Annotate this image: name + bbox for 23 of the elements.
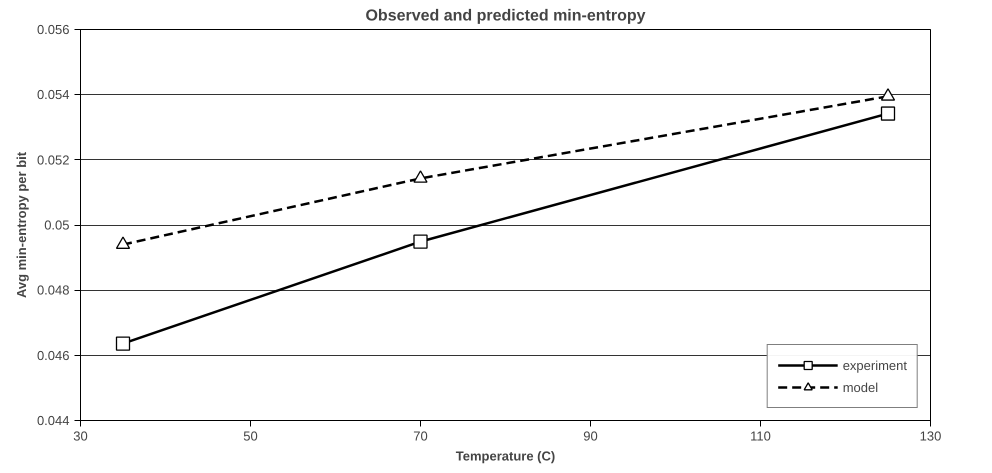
point <box>413 170 428 183</box>
y-tick-label: 0.056 <box>36 22 70 37</box>
x-tick-label: 90 <box>583 428 598 444</box>
point <box>116 336 130 351</box>
y-tick-label: 0.044 <box>36 413 70 428</box>
y-tick-label: 0.048 <box>36 282 70 298</box>
x-tick-label: 130 <box>920 428 942 444</box>
point <box>880 88 896 101</box>
chart-title: Observed and predicted min-entropy <box>365 8 646 24</box>
point <box>413 234 428 249</box>
point <box>116 236 130 249</box>
legend-label: model <box>842 380 878 394</box>
x-tick-label: 70 <box>413 428 428 444</box>
legend-label: experiment <box>842 358 907 372</box>
x-tick-label: 50 <box>243 428 258 444</box>
x-tick-label: 110 <box>750 428 771 444</box>
y-tick-label: 0.046 <box>36 348 70 363</box>
x-axis-title: Temperature (C) <box>456 448 556 464</box>
y-axis-title: Avg min-entropy per bit <box>14 151 29 298</box>
y-tick-label: 0.054 <box>36 87 70 102</box>
y-tick-label: 0.05 <box>44 218 70 232</box>
x-tick-label: 30 <box>73 428 88 444</box>
y-tick-label: 0.052 <box>36 152 70 168</box>
